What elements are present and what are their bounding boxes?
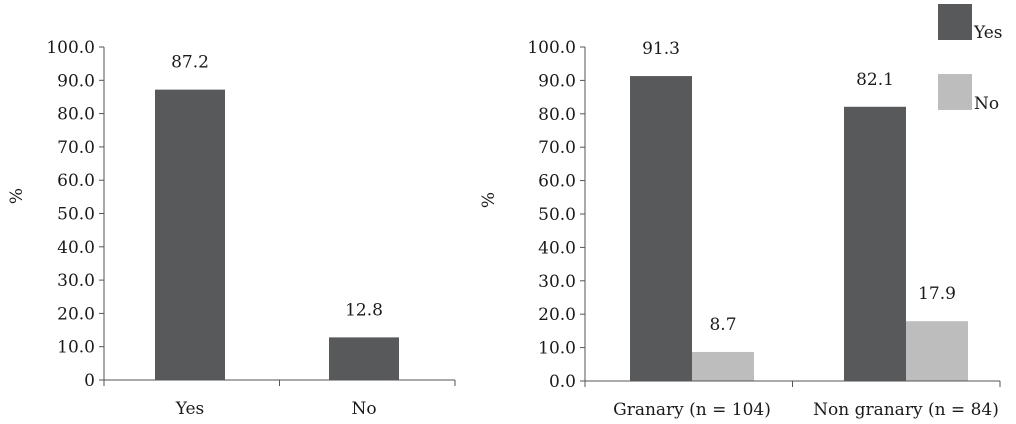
legend-swatch-yes bbox=[938, 4, 972, 40]
chart1-y-axis-label: % bbox=[7, 188, 27, 204]
y-tick-label: 60.0 bbox=[57, 171, 95, 191]
data-label: 91.3 bbox=[642, 39, 680, 59]
y-tick-label: 50.0 bbox=[538, 205, 576, 225]
legend-label-yes: Yes bbox=[973, 23, 1003, 43]
y-tick-label: 30.0 bbox=[57, 271, 95, 291]
legend-label-no: No bbox=[974, 94, 999, 114]
y-tick-label: 0.0 bbox=[549, 372, 576, 392]
category-label: No bbox=[351, 399, 376, 419]
bar bbox=[906, 321, 968, 381]
y-tick-label: 70.0 bbox=[57, 138, 95, 158]
y-tick-label: 40.0 bbox=[538, 238, 576, 258]
y-tick-label: 20.0 bbox=[57, 304, 95, 324]
y-tick-label: 10.0 bbox=[538, 339, 576, 359]
legend: Yes No bbox=[938, 4, 1003, 114]
bar bbox=[155, 89, 225, 381]
chart2-y-axis-label: % bbox=[479, 192, 499, 208]
chart-overall: % 87.2 12.8 0 10.0 20.0 30.0 40.0 50.0 60.0 70.0… bbox=[7, 38, 456, 419]
y-tick-label: 100.0 bbox=[46, 38, 95, 58]
data-label: 87.2 bbox=[171, 53, 209, 73]
category-label: Granary (n = 104) bbox=[613, 400, 771, 420]
data-label: 8.7 bbox=[709, 315, 736, 335]
y-tick-label: 100.0 bbox=[527, 38, 576, 58]
bar bbox=[630, 76, 692, 382]
y-tick-label: 20.0 bbox=[538, 305, 576, 325]
y-tick-label: 60.0 bbox=[538, 172, 576, 192]
y-tick-label: 50.0 bbox=[57, 205, 95, 225]
y-tick-label: 70.0 bbox=[538, 138, 576, 158]
y-tick-label: 80.0 bbox=[57, 105, 95, 125]
data-label: 17.9 bbox=[918, 284, 956, 304]
category-label: Yes bbox=[175, 399, 205, 419]
legend-swatch-no bbox=[938, 74, 972, 110]
bar bbox=[329, 337, 399, 380]
y-tick-label: 90.0 bbox=[57, 71, 95, 91]
y-tick-label: 10.0 bbox=[57, 338, 95, 358]
chart-by-storage: % 91.3 8.7 82.1 17.9 0.0 10.0 20.0 30.0 40.0 50.… bbox=[479, 4, 1003, 420]
bar bbox=[844, 106, 906, 381]
y-tick-label: 0 bbox=[84, 371, 95, 391]
y-tick-label: 30.0 bbox=[538, 272, 576, 292]
y-tick-label: 90.0 bbox=[538, 71, 576, 91]
data-label: 82.1 bbox=[856, 70, 894, 90]
data-label: 12.8 bbox=[345, 300, 383, 320]
y-tick-label: 80.0 bbox=[538, 105, 576, 125]
y-tick-label: 40.0 bbox=[57, 238, 95, 258]
category-label: Non granary (n = 84) bbox=[813, 400, 999, 420]
bar bbox=[692, 351, 754, 381]
